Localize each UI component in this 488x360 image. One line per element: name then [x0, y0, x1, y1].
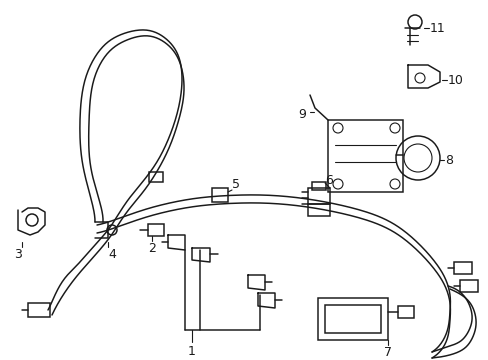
Bar	[327, 120, 402, 192]
Text: 4: 4	[108, 248, 116, 261]
Text: 5: 5	[231, 179, 240, 192]
Bar	[397, 306, 413, 318]
Text: 1: 1	[188, 345, 196, 358]
Bar	[453, 262, 471, 274]
Bar	[317, 298, 387, 340]
Text: 6: 6	[325, 174, 332, 186]
Bar	[149, 172, 163, 182]
Bar	[311, 182, 325, 190]
Text: 8: 8	[444, 153, 452, 166]
Text: 2: 2	[148, 242, 156, 255]
Bar	[307, 188, 329, 204]
Text: 11: 11	[429, 22, 445, 35]
Text: 3: 3	[14, 248, 22, 261]
Bar	[28, 303, 50, 317]
Text: 10: 10	[447, 73, 463, 86]
Bar	[307, 204, 329, 216]
Bar	[459, 280, 477, 292]
Text: 7: 7	[383, 346, 391, 359]
Bar	[212, 188, 227, 202]
Bar	[325, 305, 380, 333]
Text: 9: 9	[298, 108, 305, 122]
Bar	[148, 224, 163, 236]
